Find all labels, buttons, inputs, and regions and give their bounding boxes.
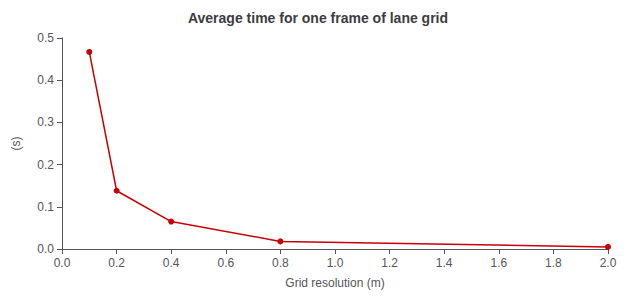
svg-text:0.0: 0.0 xyxy=(54,256,71,270)
svg-text:(s): (s) xyxy=(9,137,23,151)
svg-text:2.0: 2.0 xyxy=(600,256,617,270)
svg-text:0.2: 0.2 xyxy=(37,158,54,172)
svg-text:Average time for one frame of: Average time for one frame of lane grid xyxy=(188,10,448,26)
svg-text:Grid resolution (m): Grid resolution (m) xyxy=(285,276,384,290)
svg-text:0.0: 0.0 xyxy=(37,242,54,256)
svg-text:0.5: 0.5 xyxy=(37,31,54,45)
svg-text:0.6: 0.6 xyxy=(217,256,234,270)
svg-text:1.2: 1.2 xyxy=(381,256,398,270)
svg-text:0.8: 0.8 xyxy=(272,256,289,270)
svg-text:0.1: 0.1 xyxy=(37,200,54,214)
svg-text:1.8: 1.8 xyxy=(545,256,562,270)
svg-text:1.6: 1.6 xyxy=(490,256,507,270)
svg-text:1.4: 1.4 xyxy=(436,256,453,270)
svg-text:0.2: 0.2 xyxy=(108,256,125,270)
svg-text:0.3: 0.3 xyxy=(37,115,54,129)
svg-text:0.4: 0.4 xyxy=(37,73,54,87)
svg-text:0.4: 0.4 xyxy=(163,256,180,270)
svg-text:1.0: 1.0 xyxy=(327,256,344,270)
